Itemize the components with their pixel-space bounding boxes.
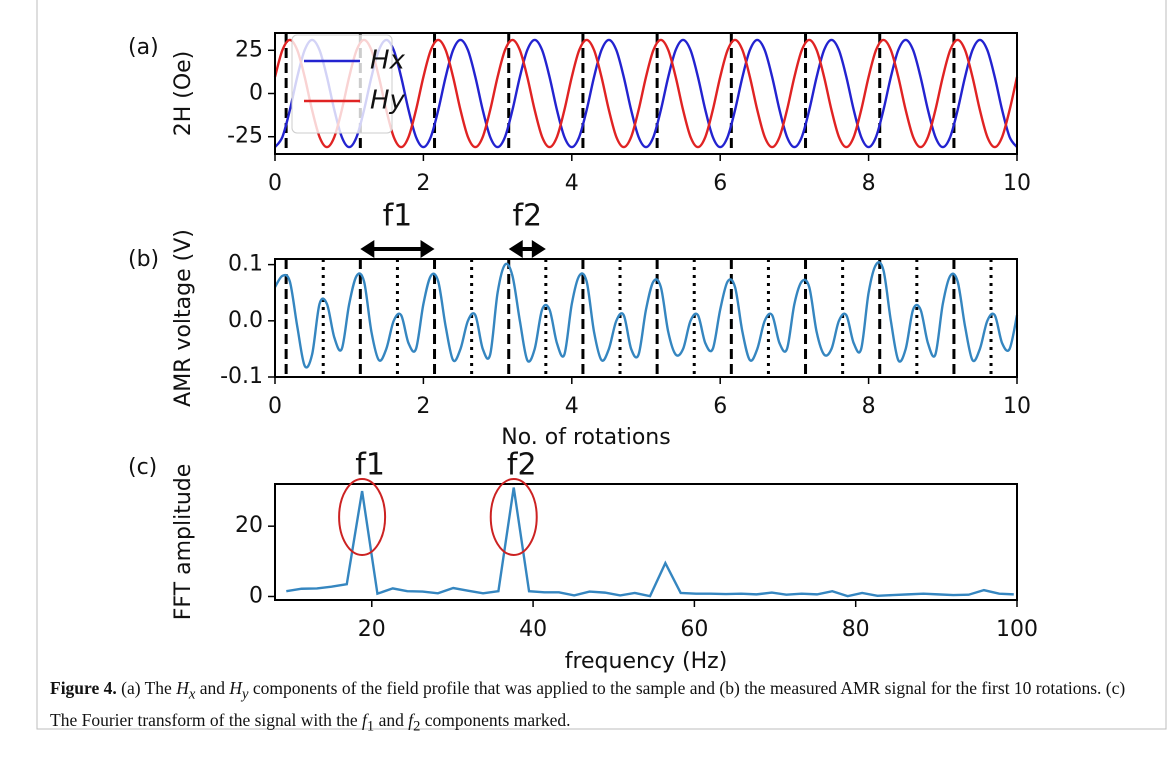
x-tick-label: 10	[1003, 394, 1031, 419]
legend-box	[291, 34, 393, 134]
y-axis-label: AMR voltage (V)	[171, 229, 196, 407]
caption-subscript: y	[242, 686, 249, 703]
caption-symbol: f	[408, 709, 414, 730]
figure-frame	[36, 0, 1167, 730]
legend-label: Hy	[370, 86, 406, 116]
y-tick-label: 25	[235, 37, 263, 62]
data-line	[286, 487, 1014, 598]
x-tick-label: 4	[565, 171, 579, 196]
arrow-label: f2	[512, 199, 542, 234]
x-tick-label: 8	[862, 171, 876, 196]
arrow-head	[508, 240, 546, 258]
panel-label: (a)	[128, 35, 159, 60]
legend-label: Hx	[370, 46, 406, 76]
y-axis-label: 2H (Oe)	[171, 51, 196, 137]
x-tick-label: 2	[416, 394, 430, 419]
data-line	[273, 38, 1019, 149]
y-tick-label: -25	[227, 124, 263, 149]
panel-label: (c)	[128, 455, 157, 480]
data-line	[273, 261, 1019, 369]
axes-frame	[274, 483, 1018, 601]
y-tick-label: 0.1	[228, 252, 263, 277]
x-tick-label: 6	[713, 394, 727, 419]
y-tick-label: -0.1	[220, 364, 263, 389]
y-axis-label: FFT amplitude	[171, 464, 196, 621]
highlight-circle	[338, 478, 387, 556]
y-tick-label: 0	[249, 583, 263, 608]
caption-subscript: x	[188, 686, 196, 703]
circle-label: f2	[507, 448, 537, 483]
x-tick-label: 60	[680, 617, 708, 642]
x-tick-label: 40	[519, 617, 547, 642]
caption-subscript: 2	[413, 718, 421, 734]
circle-label: f1	[355, 448, 385, 483]
x-tick-label: 20	[358, 617, 386, 642]
caption-symbol: H	[229, 678, 243, 698]
axes-frame	[274, 258, 1018, 378]
x-tick-label: 6	[713, 171, 727, 196]
x-axis-label: No. of rotations	[501, 425, 670, 450]
caption-text: and	[195, 678, 230, 698]
y-tick-label: 0.0	[228, 308, 263, 333]
highlight-circle	[489, 478, 538, 556]
x-tick-label: 8	[862, 394, 876, 419]
x-tick-label: 4	[565, 394, 579, 419]
caption-label: Figure 4.	[50, 678, 117, 698]
caption: Figure 4. (a) The Hx and Hy components o…	[50, 676, 1140, 739]
caption-symbol: H	[176, 678, 189, 698]
x-axis-label: frequency (Hz)	[565, 649, 728, 674]
y-tick-label: 20	[235, 513, 263, 538]
caption-text: and	[374, 709, 409, 730]
caption-subscript: 1	[366, 718, 375, 734]
x-tick-label: 0	[268, 394, 282, 419]
x-tick-label: 0	[268, 171, 282, 196]
arrow-label: f1	[383, 199, 413, 234]
caption-text: components of the field profile that was…	[50, 678, 1126, 730]
caption-text: components marked.	[420, 709, 571, 730]
x-tick-label: 10	[1003, 171, 1031, 196]
panel-label: (b)	[128, 247, 159, 272]
data-line	[274, 38, 1018, 149]
caption-text: (a) The	[116, 678, 177, 698]
y-tick-label: 0	[249, 81, 263, 106]
caption-symbol: f	[362, 709, 367, 730]
x-tick-label: 2	[416, 171, 430, 196]
x-tick-label: 100	[996, 617, 1038, 642]
x-tick-label: 80	[842, 617, 870, 642]
